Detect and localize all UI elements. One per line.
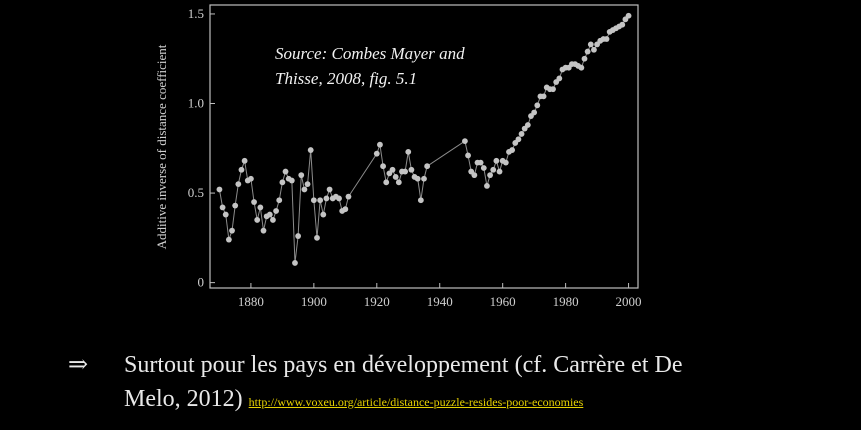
data-point [229, 227, 235, 234]
data-point [402, 168, 409, 175]
data-point [377, 141, 383, 148]
bottom-note-line-2: Melo, 2012) http://www.voxeu.org/article… [124, 382, 583, 419]
data-point [342, 206, 349, 213]
y-tick-label: 0 [198, 275, 205, 290]
data-point [490, 166, 497, 173]
data-point [307, 147, 314, 153]
data-point [288, 177, 295, 184]
data-point [216, 186, 223, 193]
x-tick-label: 1960 [490, 294, 516, 309]
y-tick-label: 0.5 [188, 185, 204, 200]
data-point [251, 199, 257, 205]
data-point [524, 122, 531, 128]
data-point [276, 197, 283, 204]
data-point [556, 75, 563, 82]
data-point [487, 172, 493, 179]
y-tick-label: 1.0 [188, 96, 204, 111]
data-point [301, 186, 308, 193]
data-point [518, 131, 525, 137]
data-point [314, 234, 320, 241]
data-point [587, 41, 594, 48]
data-point [484, 183, 490, 189]
voxeu-article-link[interactable]: http://www.voxeu.org/article/distance-pu… [248, 395, 584, 409]
data-point [493, 157, 500, 164]
bottom-note-line-1: Surtout pour les pays en développement (… [124, 352, 683, 378]
x-tick-label: 1920 [364, 294, 390, 309]
data-point [323, 195, 330, 202]
data-point [310, 197, 317, 204]
source-note-line-1: Source: Combes Mayer and [275, 44, 465, 63]
x-tick-label: 1880 [238, 294, 264, 309]
data-point [317, 197, 324, 204]
data-point [421, 175, 427, 182]
bottom-note-citation: Melo, 2012) [124, 386, 243, 412]
data-point [232, 202, 239, 209]
data-point [257, 204, 264, 211]
data-point [380, 163, 386, 170]
data-point [279, 179, 286, 186]
data-point [270, 217, 276, 223]
data-point [502, 159, 509, 166]
x-tick-label: 1980 [553, 294, 579, 309]
data-point [477, 159, 484, 166]
data-point [417, 197, 424, 204]
data-point [304, 181, 311, 188]
data-point [531, 109, 538, 116]
data-point [603, 36, 610, 42]
y-tick-label: 1.5 [188, 6, 204, 21]
data-point [222, 211, 229, 218]
data-point [496, 168, 503, 175]
data-point [266, 211, 273, 218]
data-point [578, 64, 585, 71]
data-point [345, 193, 352, 200]
data-point [424, 163, 431, 170]
data-point [260, 227, 267, 234]
data-point [238, 166, 245, 173]
data-point [282, 168, 289, 175]
implies-arrow-icon: ⇒ [68, 352, 89, 378]
data-point [540, 93, 547, 100]
data-point [619, 21, 626, 28]
data-point [383, 179, 390, 186]
data-point [298, 172, 305, 179]
data-point [581, 55, 588, 62]
data-point [405, 148, 412, 155]
data-point [326, 186, 333, 193]
x-tick-label: 1940 [427, 294, 453, 309]
source-note-line-2: Thisse, 2008, fig. 5.1 [275, 69, 417, 88]
data-point [550, 86, 556, 93]
data-point [414, 175, 421, 182]
data-point [235, 181, 242, 188]
data-point [480, 165, 487, 171]
data-point [295, 233, 302, 239]
y-axis-label: Additive inverse of distance coefficient [154, 44, 169, 249]
data-point [591, 46, 597, 53]
data-point [462, 138, 468, 145]
data-point [534, 102, 541, 109]
data-point [408, 166, 415, 173]
data-point [584, 48, 591, 55]
x-tick-label: 1900 [301, 294, 327, 309]
data-point [395, 179, 402, 186]
data-point [320, 211, 327, 218]
data-point [225, 236, 232, 243]
data-point [389, 166, 396, 173]
data-point [248, 175, 254, 182]
data-point [465, 152, 471, 159]
data-point [625, 12, 632, 19]
data-point [254, 217, 261, 223]
data-point [515, 136, 522, 143]
x-tick-label: 2000 [616, 294, 642, 309]
data-point [373, 150, 380, 157]
data-point [273, 208, 279, 214]
data-point [471, 172, 478, 179]
data-point [336, 195, 342, 202]
data-point [241, 157, 248, 164]
data-point [292, 260, 298, 266]
data-point [509, 147, 516, 153]
data-point [219, 204, 226, 211]
plot-frame [209, 4, 639, 289]
distance-coefficient-chart: 1880 1900 1920 1940 1960 1980 2000 0 0.5 1.0 1.5 A… [154, 4, 642, 309]
data-point [392, 174, 399, 180]
